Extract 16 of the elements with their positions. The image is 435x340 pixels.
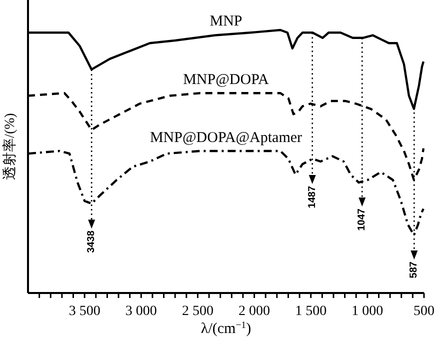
y-axis-title: 透射率/(%): [2, 112, 18, 180]
ref-line-label: 1487: [306, 186, 318, 208]
x-tick-label: 3 500: [68, 304, 100, 319]
ref-line-label: 587: [408, 261, 420, 278]
x-tick-label: 2 500: [182, 304, 214, 319]
x-tick-label: 3 000: [125, 304, 157, 319]
x-tick-label: 1 000: [352, 304, 384, 319]
x-tick-label: 1 500: [295, 304, 327, 319]
x-tick-label: 500: [414, 304, 434, 319]
series-label: MNP@DOPA: [183, 72, 270, 88]
ref-line-label: 1047: [356, 208, 368, 231]
series-label: MNP@DOPA@Aptamer: [150, 130, 302, 146]
ref-line-label: 3438: [86, 230, 98, 253]
series-label: MNP: [210, 13, 242, 30]
x-tick-label: 2 000: [238, 304, 270, 319]
x-axis-title: λ/(cm$^{−1}$): [200, 320, 252, 337]
